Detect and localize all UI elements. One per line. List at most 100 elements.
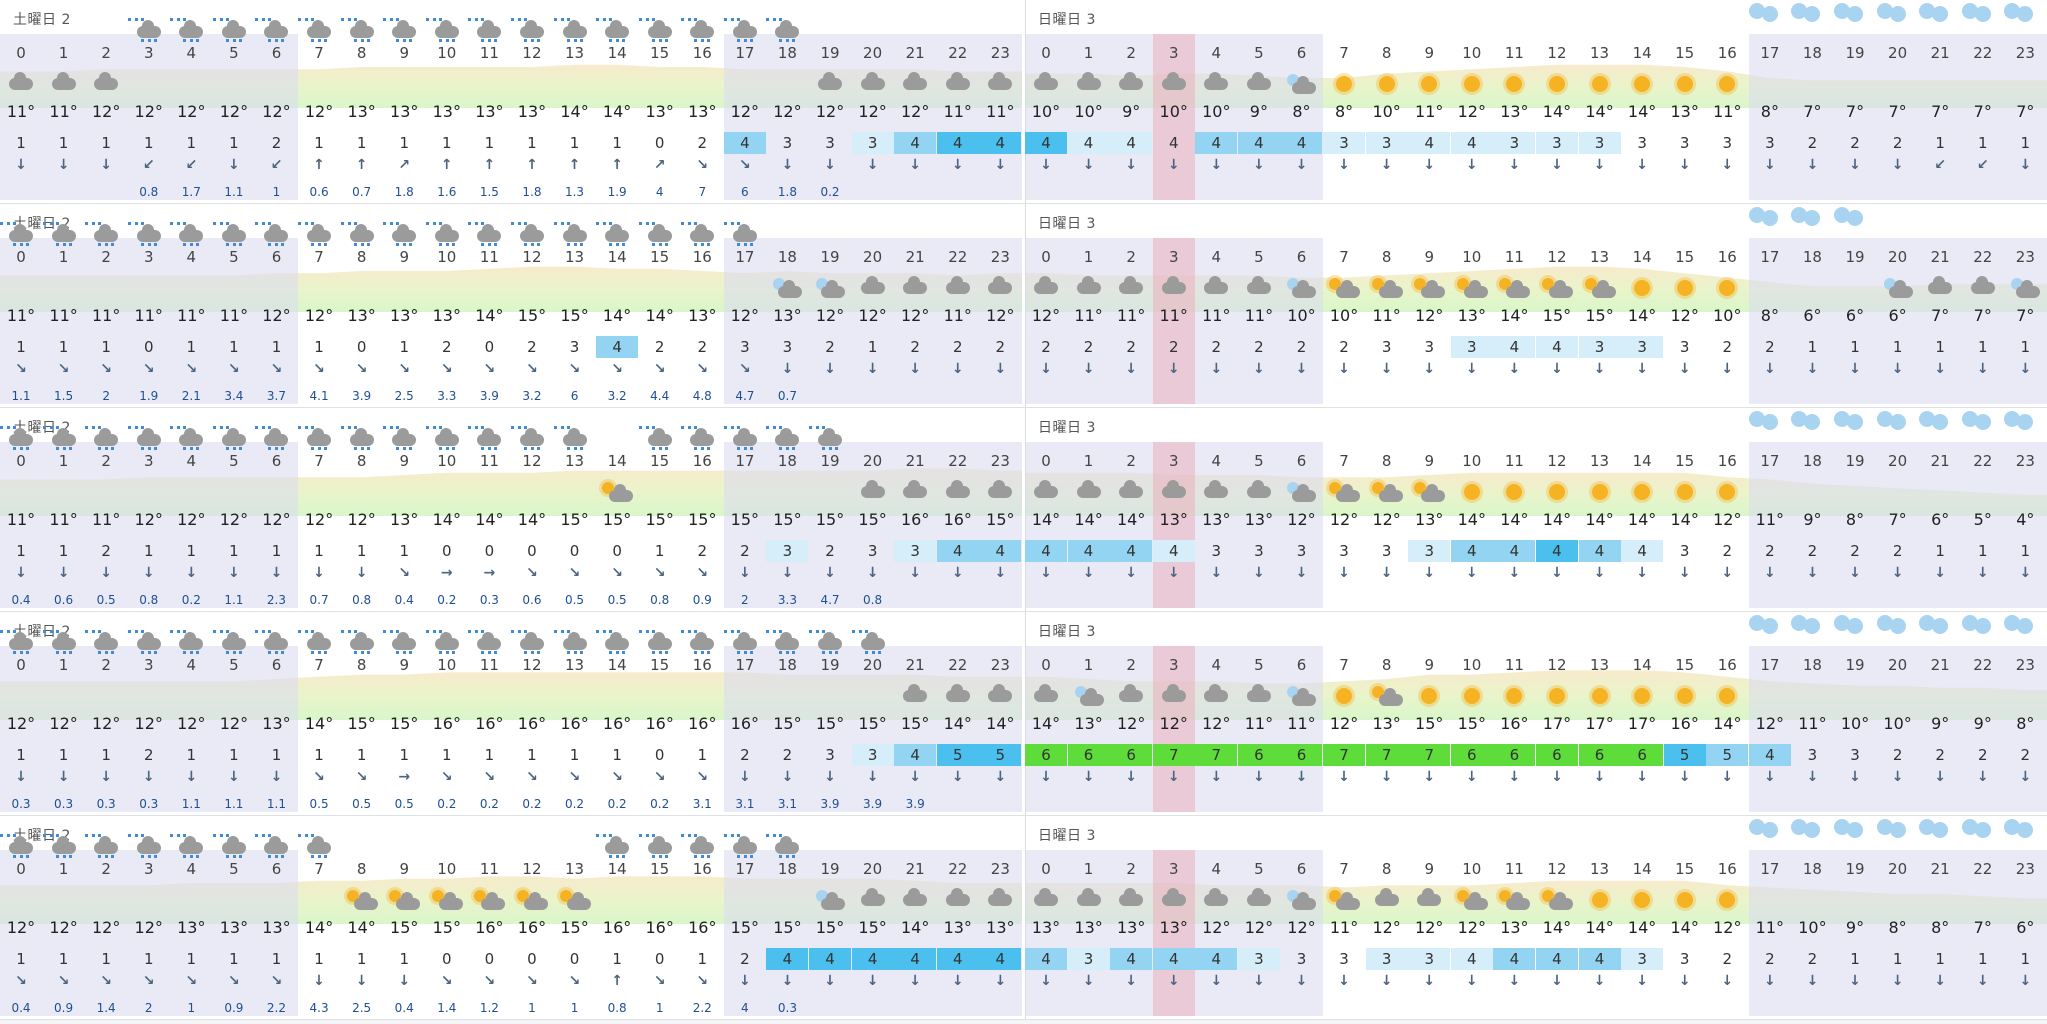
sun-shape [1719, 76, 1736, 92]
wind-direction-arrow: ↓ [1040, 361, 1052, 377]
hour-label: 10 [1462, 860, 1482, 878]
wind-direction-arrow: ↓ [1721, 973, 1734, 989]
hour-label: 23 [2015, 248, 2035, 266]
cloud-shape [51, 224, 76, 242]
wind-speed: 1 [186, 134, 197, 152]
hour-label: 23 [2015, 44, 2035, 62]
temperature-value: 11° [1755, 510, 1785, 529]
precipitation-value: 2.2 [692, 1001, 712, 1015]
hour-label: 14 [1632, 656, 1652, 674]
night-shading [1748, 442, 2047, 608]
rain-icon [638, 426, 672, 450]
moon-shape [1889, 618, 1906, 634]
rain-icon [809, 426, 843, 450]
row-separator [0, 407, 2047, 408]
wind-speed: 2 [1892, 134, 1903, 152]
cloud-shape [647, 20, 672, 38]
cloud-shape [396, 892, 421, 910]
cloudy-icon [852, 72, 894, 95]
day-panel: 日曜日 3 0 14° 6 ↓ 1 13° 6 ↓ 2 12° 6 ↓ 3 12° 7 ↓ 4 12° 7 ↓ 5 11° 6… [1025, 612, 2047, 816]
wind-speed: 3 [1296, 950, 1307, 968]
cloud-shape [903, 684, 928, 702]
cloud-shape [1336, 280, 1361, 298]
wind-direction-arrow: ↓ [1934, 769, 1947, 785]
cloudy-icon [937, 72, 979, 95]
wind-speed: 1 [143, 950, 154, 968]
moon-icon [1919, 819, 1949, 838]
sun-shape [1336, 76, 1353, 92]
wind-direction-arrow: ↓ [994, 769, 1007, 785]
hour-label: 6 [271, 452, 282, 470]
rain-icon [170, 630, 204, 654]
cloudy-icon [1153, 888, 1195, 911]
cloud-shape [307, 20, 332, 38]
wind-speed: 1 [143, 542, 154, 560]
hour-label: 22 [1973, 248, 1993, 266]
temperature-value: 12° [1415, 918, 1444, 937]
moon-shape [1804, 414, 1821, 430]
hour-label: 8 [356, 656, 367, 674]
rain-icon [723, 426, 757, 450]
temperature-value: 5° [1973, 510, 1992, 529]
sunny-icon [1706, 685, 1748, 707]
cloud-shape [1119, 480, 1144, 498]
rain-drops [481, 447, 498, 454]
precipitation-value: 0.2 [437, 593, 457, 607]
moon-shape [1974, 822, 1991, 838]
temperature-value: 11° [1244, 714, 1274, 733]
cloud-shape [903, 480, 928, 498]
hour-label: 8 [356, 452, 367, 470]
wind-speed: 1 [1977, 950, 1988, 968]
hour-label: 4 [186, 248, 197, 266]
rain-icon [809, 630, 843, 654]
hour-label: 1 [1083, 452, 1094, 470]
wind-speed: 4 [1450, 132, 1493, 154]
temperature-value: 6° [1845, 306, 1865, 325]
rain-icon [468, 222, 502, 246]
hour-label: 18 [1802, 44, 1822, 62]
temperature-value: 13° [1202, 510, 1231, 529]
hour-label: 19 [1845, 44, 1865, 62]
wind-speed: 3 [782, 338, 793, 356]
cloud-shape [562, 632, 587, 650]
hour-label: 20 [863, 656, 883, 674]
temperature-value: 11° [986, 102, 1015, 121]
day-label: 日曜日 3 [1038, 420, 1096, 436]
hour-label: 2 [1126, 44, 1136, 62]
wind-direction-arrow: ↓ [1508, 973, 1521, 989]
temperature-value: 10° [1372, 102, 1401, 121]
cloud-shape [647, 428, 672, 446]
temperature-value: 15° [730, 918, 760, 937]
cloud-shape [690, 224, 715, 242]
precipitation-value: 3.9 [352, 389, 372, 403]
wind-speed: 2 [527, 338, 537, 356]
precipitation-value: 0.4 [394, 1001, 414, 1015]
rain-drops [225, 651, 242, 658]
wind-direction-arrow: ↘ [696, 565, 709, 581]
wind-speed: 5 [936, 744, 979, 766]
temperature-value: 12° [262, 306, 291, 325]
hour-label: 3 [143, 44, 154, 62]
wind-direction-arrow: ↓ [142, 565, 155, 581]
wind-speed: 0 [484, 542, 495, 560]
wind-speed: 2 [1041, 338, 1051, 356]
moon-shape [1804, 618, 1821, 634]
temperature-value: 13° [517, 102, 547, 121]
temperature-value: 12° [219, 102, 249, 121]
cloud-shape [945, 684, 970, 702]
rain-drops [55, 855, 72, 862]
moon-shape [2017, 6, 2034, 22]
day-panel: 土曜日 2 0 11° 1 ↘ 1.1 1 11° 1 ↘ 1.5 2 11° 1 ↘ 2 3 11° 0 ↘ 1.9 4… [0, 204, 1022, 408]
rain-icon [425, 630, 459, 654]
cloudy-icon [979, 684, 1021, 707]
precipitation-value: 3.2 [607, 389, 627, 403]
moon-shape [1761, 822, 1778, 838]
wind-speed: 3 [825, 746, 835, 764]
hour-label: 0 [16, 860, 26, 878]
wind-speed: 0 [527, 542, 537, 560]
wind-direction-arrow: ↓ [824, 157, 836, 173]
wind-direction-arrow: ↓ [1040, 973, 1052, 989]
wind-direction-arrow: ↓ [1423, 361, 1436, 377]
cloud-shape [264, 428, 289, 446]
temperature-value: 10° [1287, 306, 1316, 325]
